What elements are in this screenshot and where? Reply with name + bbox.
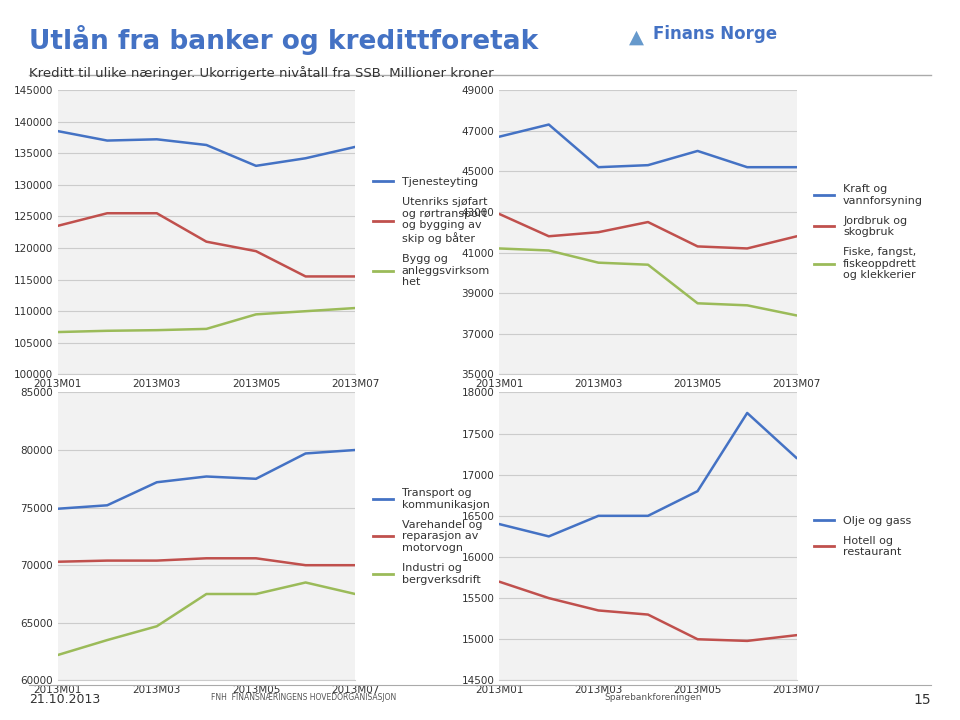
Text: Sparebankforeningen: Sparebankforeningen [605,693,703,701]
Legend: Transport og
kommunikasjon, Varehandel og
reparasjon av
motorvogn, Industri og
b: Transport og kommunikasjon, Varehandel o… [372,488,490,585]
Text: Kreditt til ulike næringer. Ukorrigerte nivåtall fra SSB. Millioner kroner: Kreditt til ulike næringer. Ukorrigerte … [29,66,493,80]
Legend: Tjenesteyting, Utenriks sjøfart
og rørtransport
og bygging av
skip og båter, Byg: Tjenesteyting, Utenriks sjøfart og rørtr… [372,177,490,287]
Text: Utlån fra banker og kredittforetak: Utlån fra banker og kredittforetak [29,25,538,55]
Text: FNH  FINANSNÆRINGENS HOVEDORGANISASJON: FNH FINANSNÆRINGENS HOVEDORGANISASJON [211,693,396,701]
Text: 21.10.2013: 21.10.2013 [29,693,100,706]
Legend: Kraft og
vannforsyning, Jordbruk og
skogbruk, Fiske, fangst,
fiskeoppdrett
og kl: Kraft og vannforsyning, Jordbruk og skog… [814,184,924,280]
Text: ▲: ▲ [629,27,644,46]
Text: Finans Norge: Finans Norge [653,25,777,43]
Legend: Olje og gass, Hotell og
restaurant: Olje og gass, Hotell og restaurant [814,516,911,557]
Text: 15: 15 [914,693,931,706]
